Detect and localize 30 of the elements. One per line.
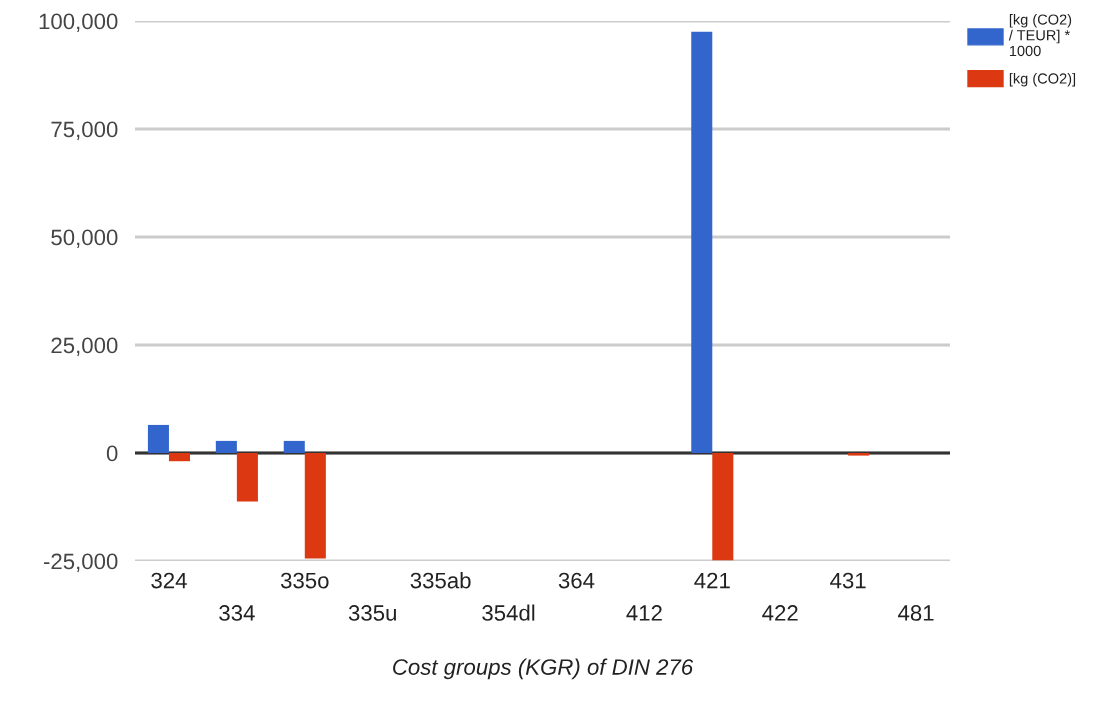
y-tick-label: 75,000	[51, 121, 118, 140]
x-tick-label: 421	[694, 572, 730, 589]
bar	[848, 453, 870, 456]
x-tick-label: 481	[898, 605, 934, 621]
y-tick-label: 50,000	[51, 229, 118, 248]
legend-label: [kg (CO2) / TEUR] * 1000	[1008, 14, 1072, 57]
x-tick-label: 334	[219, 605, 255, 621]
bar	[304, 453, 326, 559]
x-tick-label: 324	[151, 572, 187, 589]
x-tick-label: 422	[762, 605, 798, 621]
y-tick-label: 100,000	[39, 13, 118, 32]
bar	[215, 440, 237, 453]
bar	[168, 453, 191, 462]
bar	[691, 31, 713, 453]
y-tick-label: 0	[106, 445, 118, 462]
x-tick-label: 412	[626, 605, 662, 621]
x-axis-title: Cost groups (KGR) of DIN 276	[393, 658, 694, 680]
x-tick-label: 354dl	[482, 604, 535, 621]
x-tick-label: 335ab	[410, 572, 471, 589]
x-tick-label: 335o	[280, 572, 329, 589]
y-tick-label: -25,000	[43, 553, 118, 572]
legend-label: [kg (CO2)]	[1009, 72, 1076, 87]
bar	[283, 440, 305, 453]
bar	[147, 424, 169, 453]
x-tick-label: 335u	[348, 605, 396, 621]
x-tick-label: 431	[830, 572, 866, 589]
bar	[712, 453, 734, 561]
bar	[236, 453, 258, 502]
x-tick-label: 364	[558, 572, 595, 589]
y-tick-label: 25,000	[51, 337, 118, 356]
